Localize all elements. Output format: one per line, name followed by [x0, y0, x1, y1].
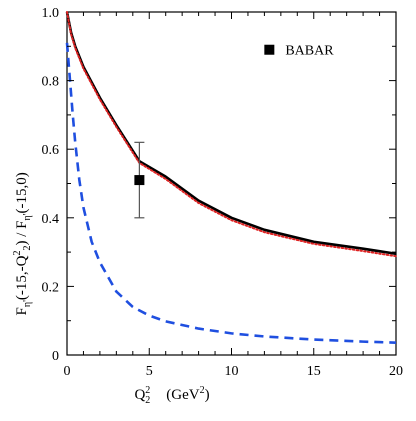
- data-point-marker: [134, 175, 145, 186]
- x-tick-label: 10: [225, 364, 239, 379]
- axis-label-part: ): [205, 387, 210, 403]
- series-layer: [65, 11, 397, 344]
- ticks-layer: 0 5 10 15 20 0 0.2 0.4 0.6 0.8 1.0: [42, 6, 404, 379]
- axis-label-part: η': [22, 213, 33, 220]
- axis-label-part: F: [14, 307, 30, 315]
- labels-layer: Q2 2 (GeV2)Fη'(-15,-Q22) / Fη'(-15,0): [12, 172, 210, 406]
- data-points-layer: [134, 141, 145, 219]
- axis-label-part: Q: [134, 387, 145, 403]
- series-line-dotted: [66, 11, 397, 258]
- axis-label-part: 2: [145, 385, 150, 396]
- x-tick-label: 20: [389, 364, 403, 379]
- axis-label-part: (GeV: [166, 387, 199, 403]
- x-axis-label: Q2 2 (GeV2): [134, 385, 209, 406]
- y-tick-label: 1.0: [42, 6, 60, 21]
- x-tick-label: 0: [64, 364, 71, 379]
- axis-label-part: 2: [145, 395, 150, 406]
- axis-label-part: 2: [12, 251, 23, 256]
- axis-label-part: 2: [200, 385, 205, 396]
- legend-label: BABAR: [285, 44, 334, 59]
- y-tick-label: 0.4: [42, 212, 60, 227]
- axis-label-part: 2: [22, 246, 33, 251]
- y-tick-label: 0: [52, 349, 59, 364]
- x-tick-label: 15: [307, 364, 321, 379]
- plot-frame: [66, 11, 397, 356]
- axis-label-part: η': [22, 300, 33, 307]
- y-tick-label: 0.2: [42, 280, 60, 295]
- y-tick-label: 0.8: [42, 75, 60, 90]
- legend: BABAR: [264, 44, 334, 59]
- plot-area-border: [66, 11, 397, 356]
- axis-label-part: ) / F: [14, 221, 30, 246]
- axis-label-part: (-15,-Q: [14, 255, 30, 300]
- x-tick-label: 5: [146, 364, 153, 379]
- y-tick-label: 0.6: [42, 143, 60, 158]
- series-line-dashed: [65, 42, 397, 344]
- y-axis-label: Fη'(-15,-Q22) / Fη'(-15,0): [12, 172, 33, 315]
- axis-label-part: (-15,0): [14, 172, 30, 213]
- legend-marker-square: [264, 44, 275, 55]
- series-line-solid: [65, 11, 397, 256]
